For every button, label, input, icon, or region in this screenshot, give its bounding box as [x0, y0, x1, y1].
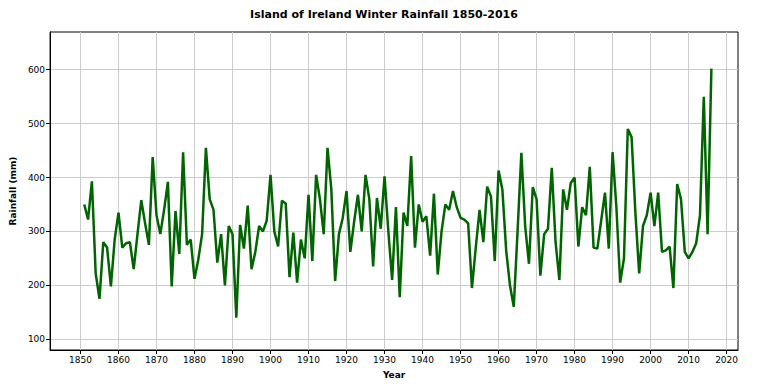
svg-text:1950: 1950 [449, 355, 472, 365]
svg-text:Year: Year [382, 370, 406, 380]
svg-text:1940: 1940 [411, 355, 434, 365]
svg-text:1870: 1870 [145, 355, 168, 365]
svg-text:2020: 2020 [715, 355, 738, 365]
svg-text:500: 500 [28, 119, 45, 129]
svg-text:400: 400 [28, 173, 45, 183]
svg-text:1930: 1930 [373, 355, 396, 365]
svg-text:600: 600 [28, 65, 45, 75]
svg-text:1970: 1970 [525, 355, 548, 365]
svg-text:1880: 1880 [183, 355, 206, 365]
svg-text:1960: 1960 [487, 355, 510, 365]
svg-text:300: 300 [28, 226, 45, 236]
svg-text:100: 100 [28, 334, 45, 344]
svg-text:1890: 1890 [221, 355, 244, 365]
svg-text:2000: 2000 [639, 355, 662, 365]
svg-text:1850: 1850 [69, 355, 92, 365]
svg-text:2010: 2010 [677, 355, 700, 365]
svg-text:1900: 1900 [259, 355, 282, 365]
svg-text:1920: 1920 [335, 355, 358, 365]
svg-text:1910: 1910 [297, 355, 320, 365]
svg-text:200: 200 [28, 280, 45, 290]
svg-text:Island of Ireland Winter Rainf: Island of Ireland Winter Rainfall 1850-2… [250, 8, 518, 21]
svg-text:1990: 1990 [601, 355, 624, 365]
svg-text:1980: 1980 [563, 355, 586, 365]
svg-text:1860: 1860 [107, 355, 130, 365]
svg-text:Rainfall (mm): Rainfall (mm) [8, 157, 18, 226]
